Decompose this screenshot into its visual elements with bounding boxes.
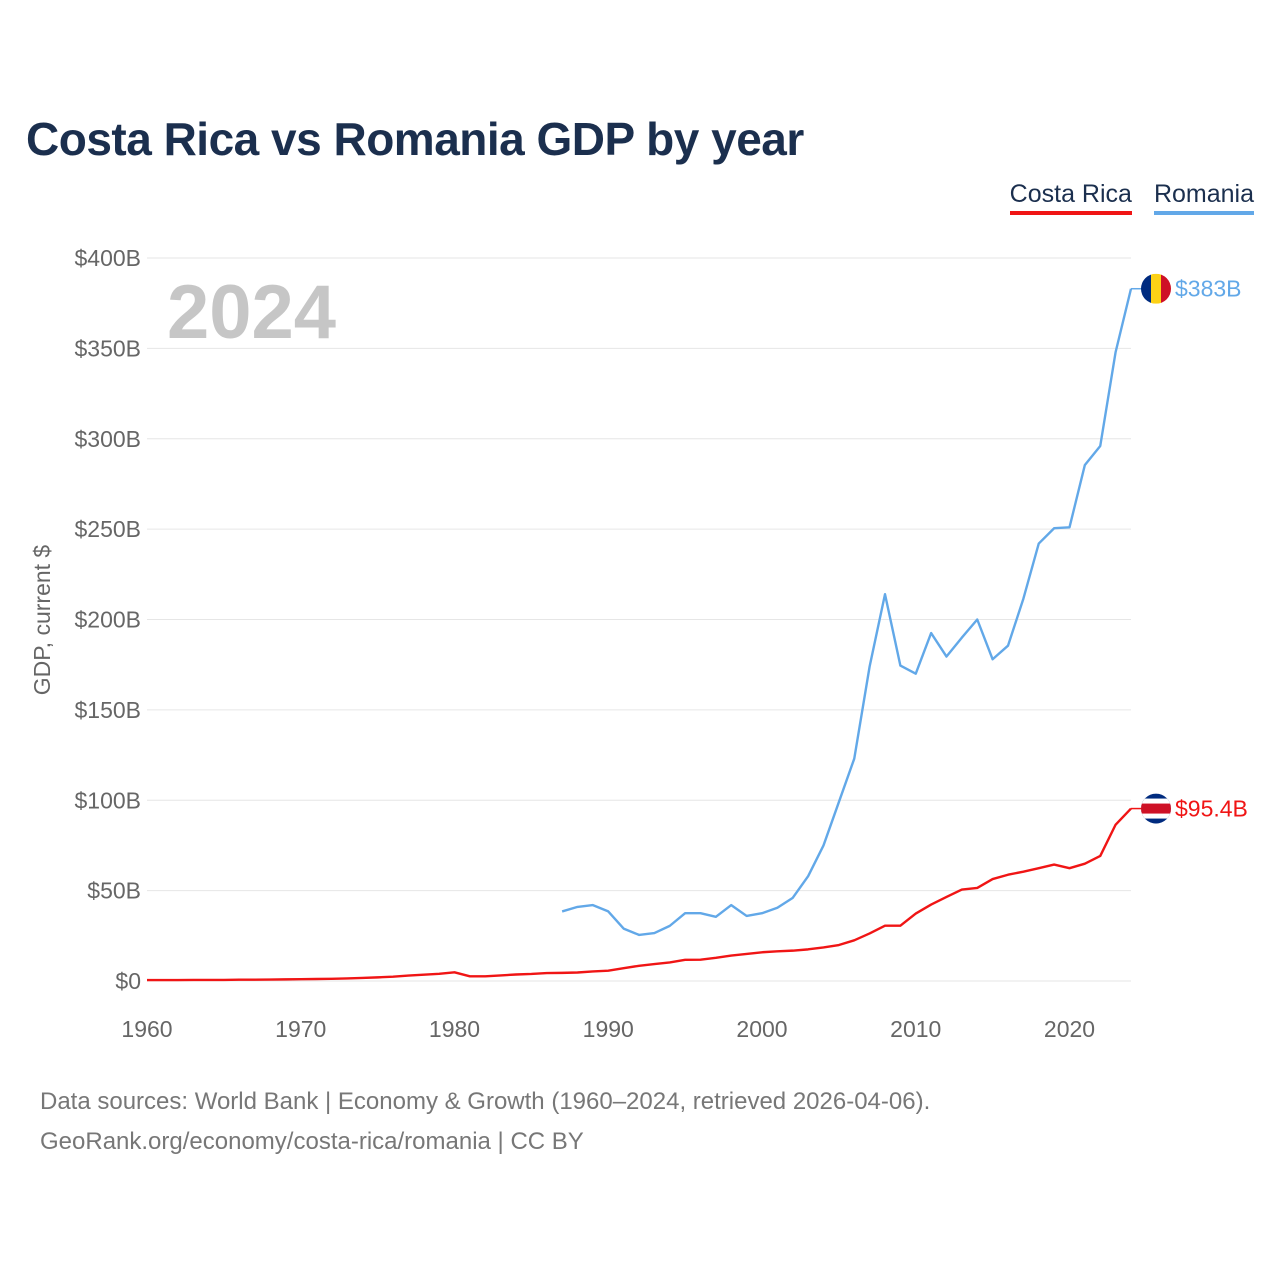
end-value-label-romania: $383B [1175, 276, 1242, 302]
legend-item-costa-rica[interactable]: Costa Rica [1009, 180, 1132, 215]
x-tick-label: 2010 [890, 1016, 941, 1042]
y-axis-label: GDP, current $ [29, 545, 55, 696]
x-tick-label: 1960 [121, 1016, 172, 1042]
x-tick-label: 1970 [275, 1016, 326, 1042]
y-tick-label: $250B [74, 516, 141, 542]
series-lines [147, 288, 1133, 982]
gridlines [147, 257, 1131, 982]
source-text: Data sources: World Bank | Economy & Gro… [40, 1088, 931, 1115]
y-tick-label: $50B [87, 878, 141, 904]
y-tick-label: $400B [74, 245, 141, 271]
year-watermark: 2024 [167, 270, 336, 355]
chart-title: Costa Rica vs Romania GDP by year [26, 113, 804, 165]
x-axis: 1960 1970 1980 1990 2000 2010 2020 [121, 1016, 1095, 1042]
y-tick-label: $300B [74, 426, 141, 452]
y-tick-label: $200B [74, 607, 141, 633]
costa-rica-flag-icon [1141, 793, 1171, 824]
y-tick-label: $150B [74, 697, 141, 723]
x-tick-label: 1990 [583, 1016, 634, 1042]
y-axis: $0 $50B $100B $150B $200B $250B $300B $350B $400… [74, 245, 141, 994]
y-tick-label: $100B [74, 787, 141, 813]
y-tick-label: $350B [74, 335, 141, 361]
end-labels: $383B $95.4B [1131, 273, 1248, 824]
end-value-label-costa-rica: $95.4B [1175, 796, 1248, 822]
romania-flag-icon [1141, 273, 1171, 304]
x-tick-label: 2000 [736, 1016, 787, 1042]
x-tick-label: 1980 [429, 1016, 480, 1042]
y-tick-label: $0 [115, 968, 141, 994]
footer: Data sources: World Bank | Economy & Gro… [40, 1082, 930, 1162]
series-line-costa-rica [147, 807, 1132, 982]
line-chart: $0 $50B $100B $150B $200B $250B $300B $350B $400… [29, 245, 1248, 1042]
legend-item-romania[interactable]: Romania [1153, 180, 1254, 215]
x-tick-label: 2020 [1044, 1016, 1095, 1042]
legend: Costa Rica Romania [1009, 180, 1254, 215]
attribution-link[interactable]: GeoRank.org/economy/costa-rica/romania |… [40, 1128, 584, 1155]
series-line-romania [561, 288, 1133, 937]
